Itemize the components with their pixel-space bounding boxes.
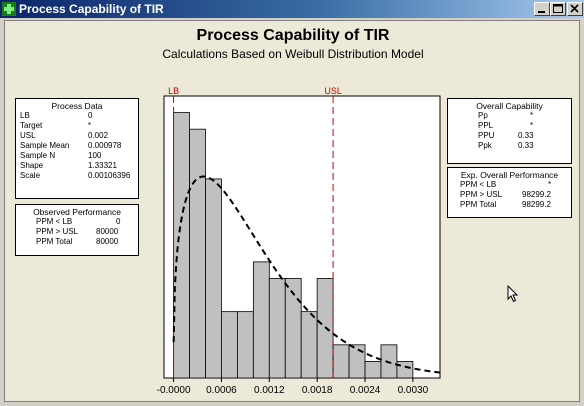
panel-row: PPL * (448, 121, 571, 131)
row-label: PPL (478, 121, 494, 130)
row-label: PPM < LB (36, 217, 73, 226)
histogram-bar (236, 311, 254, 379)
panel-row: Sample N 100 (16, 151, 138, 161)
histogram-bar (173, 112, 190, 379)
panel-row: Target * (16, 121, 138, 131)
row-label: PPU (478, 131, 495, 140)
panel-row: PPU 0.33 (448, 131, 571, 141)
panel-row: LB 0 (16, 111, 138, 121)
window-title: Process Capability of TIR (19, 2, 164, 16)
panel-row: Shape 1.33321 (16, 161, 138, 171)
panel-row: Sample Mean 0.000978 (16, 141, 138, 151)
x-tick-label: 0.0030 (398, 385, 429, 396)
row-value: 98299.2 (522, 190, 551, 199)
histogram-bar (268, 278, 286, 379)
plus-icon (2, 2, 16, 16)
row-value: 0 (116, 217, 121, 226)
row-value: 100 (88, 151, 102, 160)
x-tick-label: 0.0006 (206, 385, 237, 396)
histogram-bar (332, 344, 350, 379)
exp-overall-performance-title: Exp. Overall Performance (460, 170, 559, 180)
row-label: Ppk (478, 141, 492, 150)
histogram-bar (252, 261, 270, 379)
close-icon (570, 4, 579, 13)
panel-row: PPM < LB 0 (16, 217, 138, 227)
row-label: PPM Total (460, 200, 497, 209)
row-label: Scale (20, 171, 41, 180)
panel-row: PPM Total 98299.2 (448, 200, 571, 210)
reference-line-label: USL (324, 86, 342, 96)
exp-overall-performance-panel: Exp. Overall Performance PPM < LB * PPM >… (447, 167, 572, 218)
overall-capability-title: Overall Capability (476, 101, 543, 111)
minimize-icon (538, 11, 545, 13)
maximize-button[interactable] (550, 2, 566, 16)
x-tick-label: 0.0012 (254, 385, 285, 396)
row-label: PPM > USL (460, 190, 503, 199)
panel-row: PPM Total 80000 (16, 237, 138, 247)
histogram-bar (205, 178, 222, 379)
observed-performance-panel: Observed Performance PPM < LB 0 PPM > USL… (15, 204, 139, 256)
process-data-panel: Process Data LB 0 Target * USL 0.002 Sample… (15, 98, 139, 199)
panel-row: Scale 0.00106396 (16, 171, 138, 181)
graph-area: Process Capability of TIR Calculations B… (4, 20, 580, 402)
maximize-icon (553, 4, 563, 13)
histogram-bar (300, 311, 318, 379)
overall-capability-panel: Overall Capability Pp * PPL * PPU 0.33 Ppk 0… (447, 98, 572, 164)
weibull-fit-curve (172, 175, 441, 374)
chart-subtitle: Calculations Based on Weibull Distributi… (162, 47, 424, 61)
row-label: Target (20, 121, 43, 130)
panel-row: PPM < LB * (448, 180, 571, 190)
histogram-chart: LB USL -0.0000 0.0006 0.0012 0.0018 0.0024 0.0… (157, 86, 441, 396)
x-tick-label: 0.0024 (350, 385, 381, 396)
row-label: PPM > USL (36, 227, 79, 236)
row-value: 0.000978 (88, 141, 122, 150)
x-tick-label: 0.0018 (302, 385, 333, 396)
row-label: PPM Total (36, 237, 73, 246)
row-value: 0.00106396 (88, 171, 131, 180)
row-label: Pp (478, 111, 488, 120)
row-label: LB (20, 111, 30, 120)
row-value: 0.33 (518, 141, 534, 150)
row-value: * (530, 121, 534, 130)
title-bar[interactable]: Process Capability of TIR (0, 0, 584, 18)
row-label: USL (20, 131, 36, 140)
close-button[interactable] (567, 2, 583, 16)
row-label: Shape (20, 161, 44, 170)
histogram-bar (396, 361, 414, 379)
row-value: 80000 (96, 237, 119, 246)
row-value: 98299.2 (522, 200, 551, 209)
panel-row: Ppk 0.33 (448, 141, 571, 151)
minimize-button[interactable] (534, 2, 550, 16)
observed-performance-title: Observed Performance (33, 207, 121, 217)
row-value: * (88, 121, 92, 130)
panel-row: PPM > USL 80000 (16, 227, 138, 237)
histogram-bar (189, 128, 206, 379)
row-value: 0.002 (88, 131, 109, 140)
row-value: 0 (88, 111, 93, 120)
x-tick-label: -0.0000 (157, 385, 191, 396)
row-value: 80000 (96, 227, 119, 236)
reference-line-label: LB (168, 86, 179, 96)
histogram-bar (348, 344, 366, 379)
chart-title: Process Capability of TIR (196, 27, 390, 44)
row-label: Sample Mean (20, 141, 70, 150)
row-value: 0.33 (518, 131, 534, 140)
histogram-bar (364, 361, 382, 379)
process-data-title: Process Data (51, 101, 103, 111)
row-value: 1.33321 (88, 161, 117, 170)
mouse-cursor-icon (507, 285, 519, 303)
panel-row: PPM > USL 98299.2 (448, 190, 571, 200)
row-value: * (548, 180, 552, 189)
histogram-bar (221, 311, 238, 379)
row-value: * (530, 111, 534, 120)
panel-row: Pp * (448, 111, 571, 121)
row-label: Sample N (20, 151, 56, 160)
panel-row: USL 0.002 (16, 131, 138, 141)
row-label: PPM < LB (460, 180, 497, 189)
